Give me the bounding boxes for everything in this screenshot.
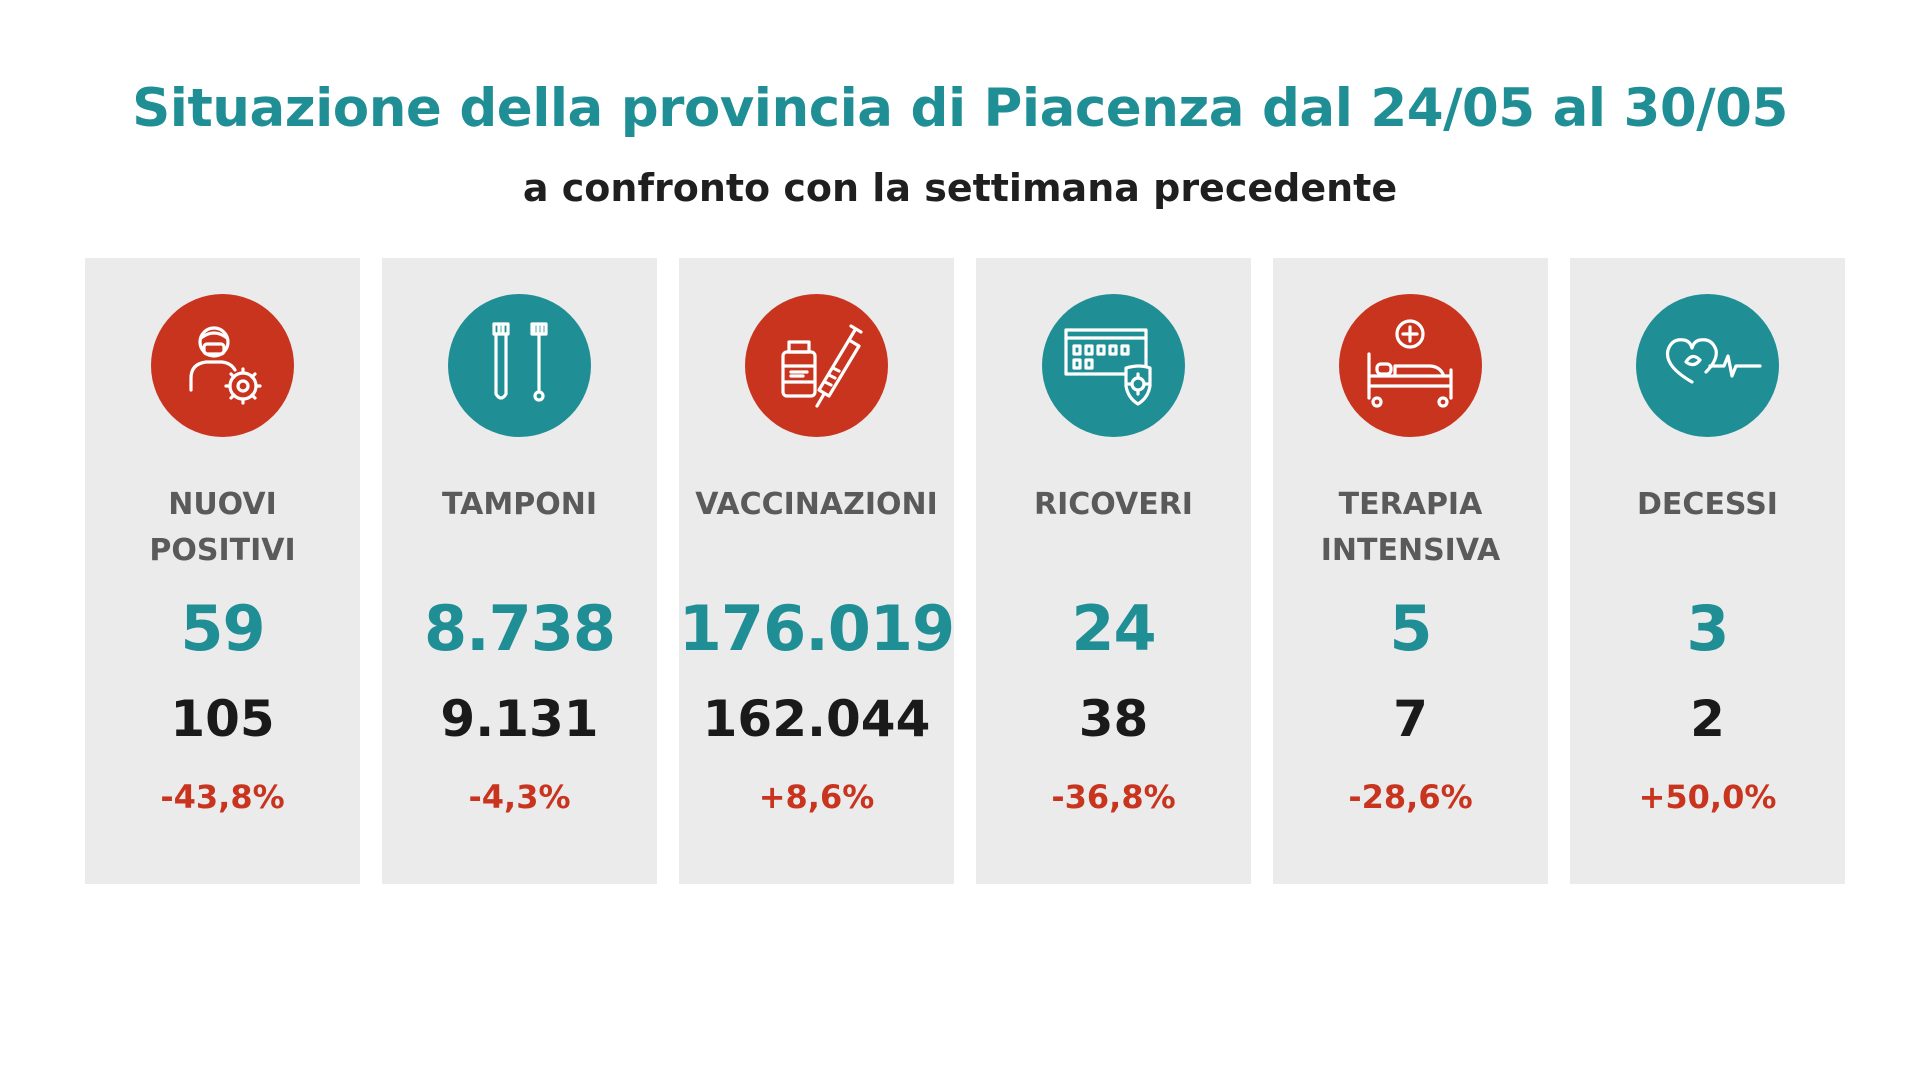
card-label-line1: TERAPIA <box>1338 487 1483 522</box>
card-label-line1: RICOVERI <box>1034 487 1193 522</box>
page-subtitle: a confronto con la settimana precedente <box>522 166 1398 210</box>
percent-change: -4,3% <box>468 778 571 816</box>
card-label: VACCINAZIONI <box>679 482 954 528</box>
page-title: Situazione della provincia di Piacenza d… <box>132 78 1788 139</box>
current-week-value: 3 <box>1686 592 1729 665</box>
current-week-value: 24 <box>1071 592 1156 665</box>
card-label-line2: POSITIVI <box>149 533 296 568</box>
card-terapia-intensiva: TERAPIA INTENSIVA 5 7 -28,6% <box>1273 258 1548 884</box>
percent-change: +50,0% <box>1638 778 1777 816</box>
card-ricoveri: RICOVERI 24 38 -36,8% <box>976 258 1251 884</box>
previous-week-value: 2 <box>1690 690 1725 748</box>
heart-monitor-icon <box>1636 294 1779 437</box>
card-label: TERAPIA INTENSIVA <box>1273 482 1548 574</box>
swab-test-tubes-icon <box>448 294 591 437</box>
current-week-value: 59 <box>180 592 265 665</box>
card-label: DECESSI <box>1570 482 1845 528</box>
card-label: NUOVI POSITIVI <box>85 482 360 574</box>
current-week-value: 176.019 <box>678 592 955 665</box>
percent-change: -36,8% <box>1051 778 1176 816</box>
masked-person-virus-icon <box>151 294 294 437</box>
hospital-bed-icon <box>1339 294 1482 437</box>
card-label-line1: DECESSI <box>1637 487 1778 522</box>
card-label-line1: VACCINAZIONI <box>695 487 938 522</box>
card-label-line1: NUOVI <box>168 487 277 522</box>
hospital-shield-virus-icon <box>1042 294 1185 437</box>
card-label-line2: INTENSIVA <box>1320 533 1501 568</box>
vaccine-vial-syringe-icon <box>745 294 888 437</box>
percent-change: -28,6% <box>1348 778 1473 816</box>
previous-week-value: 105 <box>170 690 275 748</box>
percent-change: +8,6% <box>758 778 875 816</box>
card-vaccinazioni: VACCINAZIONI 176.019 162.044 +8,6% <box>679 258 955 884</box>
current-week-value: 8.738 <box>423 592 616 665</box>
stats-cards: NUOVI POSITIVI 59 105 -43,8% TAMPONI 8.7… <box>0 258 1920 884</box>
card-tamponi: TAMPONI 8.738 9.131 -4,3% <box>382 258 657 884</box>
previous-week-value: 9.131 <box>440 690 599 748</box>
card-label-line1: TAMPONI <box>442 487 597 522</box>
card-decessi: DECESSI 3 2 +50,0% <box>1570 258 1845 884</box>
percent-change: -43,8% <box>160 778 285 816</box>
card-label: RICOVERI <box>976 482 1251 528</box>
previous-week-value: 162.044 <box>702 690 931 748</box>
card-label: TAMPONI <box>382 482 657 528</box>
previous-week-value: 7 <box>1393 690 1428 748</box>
card-nuovi-positivi: NUOVI POSITIVI 59 105 -43,8% <box>85 258 360 884</box>
current-week-value: 5 <box>1389 592 1432 665</box>
previous-week-value: 38 <box>1078 690 1149 748</box>
